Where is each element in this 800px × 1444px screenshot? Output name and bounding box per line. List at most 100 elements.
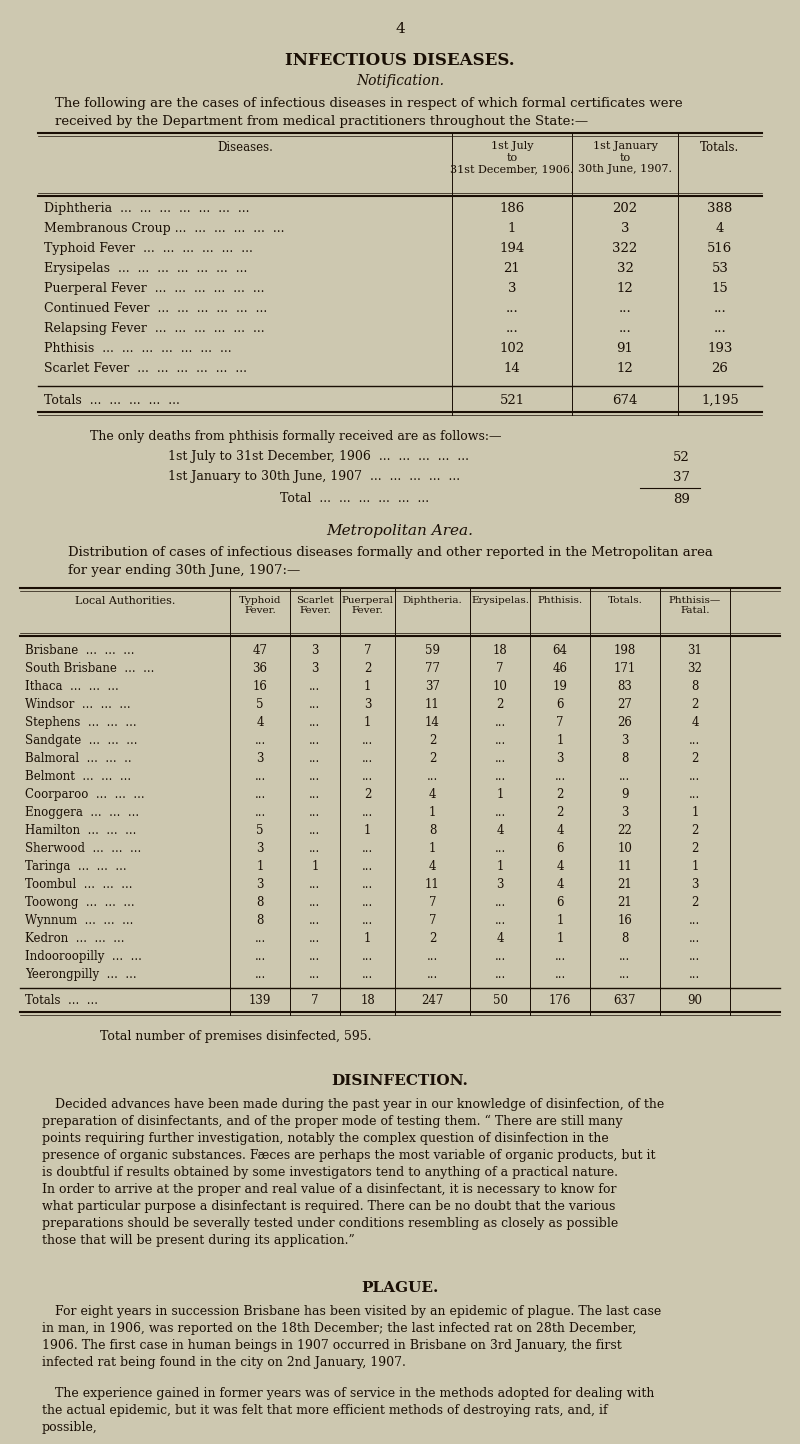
Text: 1,195: 1,195 bbox=[701, 394, 739, 407]
Text: 194: 194 bbox=[499, 243, 525, 256]
Text: 46: 46 bbox=[553, 661, 567, 674]
Text: ...: ... bbox=[362, 842, 373, 855]
Text: 1: 1 bbox=[429, 842, 436, 855]
Text: ...: ... bbox=[254, 788, 266, 801]
Text: DISINFECTION.: DISINFECTION. bbox=[331, 1074, 469, 1087]
Text: Windsor  ...  ...  ...: Windsor ... ... ... bbox=[25, 697, 130, 710]
Text: 21: 21 bbox=[504, 261, 520, 274]
Text: ...: ... bbox=[310, 825, 321, 838]
Text: 2: 2 bbox=[556, 788, 564, 801]
Text: Toombul  ...  ...  ...: Toombul ... ... ... bbox=[25, 878, 133, 891]
Text: points requiring further investigation, notably the complex question of disinfec: points requiring further investigation, … bbox=[42, 1132, 609, 1145]
Text: 1: 1 bbox=[311, 861, 318, 874]
Text: Coorparoo  ...  ...  ...: Coorparoo ... ... ... bbox=[25, 788, 145, 801]
Text: 516: 516 bbox=[707, 243, 733, 256]
Text: Decided advances have been made during the past year in our knowledge of disinfe: Decided advances have been made during t… bbox=[55, 1097, 664, 1110]
Text: 7: 7 bbox=[364, 644, 371, 657]
Text: Total number of premises disinfected, 595.: Total number of premises disinfected, 59… bbox=[100, 1030, 371, 1043]
Text: Taringa  ...  ...  ...: Taringa ... ... ... bbox=[25, 861, 126, 874]
Text: 26: 26 bbox=[618, 716, 633, 729]
Text: South Brisbane  ...  ...: South Brisbane ... ... bbox=[25, 661, 154, 674]
Text: 3: 3 bbox=[256, 752, 264, 765]
Text: Totals  ...  ...: Totals ... ... bbox=[25, 993, 98, 1006]
Text: 6: 6 bbox=[556, 697, 564, 710]
Text: Sandgate  ...  ...  ...: Sandgate ... ... ... bbox=[25, 734, 138, 747]
Text: Yeerongpilly  ...  ...: Yeerongpilly ... ... bbox=[25, 967, 137, 980]
Text: 1: 1 bbox=[691, 861, 698, 874]
Text: Brisbane  ...  ...  ...: Brisbane ... ... ... bbox=[25, 644, 134, 657]
Text: 8: 8 bbox=[622, 931, 629, 944]
Text: INFECTIOUS DISEASES.: INFECTIOUS DISEASES. bbox=[285, 52, 515, 69]
Text: 3: 3 bbox=[621, 222, 630, 235]
Text: 3: 3 bbox=[556, 752, 564, 765]
Text: Phthisis  ...  ...  ...  ...  ...  ...  ...: Phthisis ... ... ... ... ... ... ... bbox=[44, 342, 232, 355]
Text: Totals  ...  ...  ...  ...  ...: Totals ... ... ... ... ... bbox=[44, 394, 180, 407]
Text: 1: 1 bbox=[556, 914, 564, 927]
Text: 4: 4 bbox=[429, 861, 436, 874]
Text: For eight years in succession Brisbane has been visited by an epidemic of plague: For eight years in succession Brisbane h… bbox=[55, 1305, 662, 1318]
Text: Relapsing Fever  ...  ...  ...  ...  ...  ...: Relapsing Fever ... ... ... ... ... ... bbox=[44, 322, 265, 335]
Text: 7: 7 bbox=[311, 993, 318, 1006]
Text: 27: 27 bbox=[618, 697, 633, 710]
Text: ...: ... bbox=[310, 752, 321, 765]
Text: ...: ... bbox=[554, 950, 566, 963]
Text: 3: 3 bbox=[622, 806, 629, 819]
Text: Continued Fever  ...  ...  ...  ...  ...  ...: Continued Fever ... ... ... ... ... ... bbox=[44, 302, 267, 315]
Text: 186: 186 bbox=[499, 202, 525, 215]
Text: 1: 1 bbox=[364, 931, 371, 944]
Text: 3: 3 bbox=[256, 842, 264, 855]
Text: Membranous Croup ...  ...  ...  ...  ...  ...: Membranous Croup ... ... ... ... ... ... bbox=[44, 222, 285, 235]
Text: The experience gained in former years was of service in the methods adopted for : The experience gained in former years wa… bbox=[55, 1388, 654, 1401]
Text: 198: 198 bbox=[614, 644, 636, 657]
Text: 1: 1 bbox=[496, 861, 504, 874]
Text: those that will be present during its application.”: those that will be present during its ap… bbox=[42, 1235, 354, 1248]
Text: ...: ... bbox=[310, 895, 321, 910]
Text: Totals.: Totals. bbox=[700, 142, 740, 155]
Text: 6: 6 bbox=[556, 895, 564, 910]
Text: Erysipelas.: Erysipelas. bbox=[471, 596, 529, 605]
Text: Puerperal
Fever.: Puerperal Fever. bbox=[342, 596, 394, 615]
Text: ...: ... bbox=[427, 770, 438, 783]
Text: 1: 1 bbox=[556, 931, 564, 944]
Text: 193: 193 bbox=[707, 342, 733, 355]
Text: 322: 322 bbox=[612, 243, 638, 256]
Text: 89: 89 bbox=[673, 492, 690, 505]
Text: The following are the cases of infectious diseases in respect of which formal ce: The following are the cases of infectiou… bbox=[55, 97, 682, 110]
Text: 1: 1 bbox=[691, 806, 698, 819]
Text: 47: 47 bbox=[253, 644, 267, 657]
Text: ...: ... bbox=[494, 734, 506, 747]
Text: 2: 2 bbox=[364, 661, 371, 674]
Text: 4: 4 bbox=[496, 825, 504, 838]
Text: 3: 3 bbox=[691, 878, 698, 891]
Text: 3: 3 bbox=[508, 282, 516, 295]
Text: 1st January to 30th June, 1907  ...  ...  ...  ...  ...: 1st January to 30th June, 1907 ... ... .… bbox=[168, 469, 460, 482]
Text: 8: 8 bbox=[429, 825, 436, 838]
Text: ...: ... bbox=[690, 931, 701, 944]
Text: 2: 2 bbox=[556, 806, 564, 819]
Text: ...: ... bbox=[506, 302, 518, 315]
Text: ...: ... bbox=[254, 950, 266, 963]
Text: 37: 37 bbox=[425, 680, 440, 693]
Text: 4: 4 bbox=[556, 861, 564, 874]
Text: ...: ... bbox=[362, 914, 373, 927]
Text: 4: 4 bbox=[429, 788, 436, 801]
Text: 53: 53 bbox=[711, 261, 729, 274]
Text: Sherwood  ...  ...  ...: Sherwood ... ... ... bbox=[25, 842, 142, 855]
Text: 4: 4 bbox=[256, 716, 264, 729]
Text: preparations should be severally tested under conditions resembling as closely a: preparations should be severally tested … bbox=[42, 1217, 618, 1230]
Text: 11: 11 bbox=[425, 878, 440, 891]
Text: Stephens  ...  ...  ...: Stephens ... ... ... bbox=[25, 716, 137, 729]
Text: ...: ... bbox=[310, 806, 321, 819]
Text: ...: ... bbox=[427, 950, 438, 963]
Text: 3: 3 bbox=[496, 878, 504, 891]
Text: ...: ... bbox=[619, 967, 630, 980]
Text: 2: 2 bbox=[691, 825, 698, 838]
Text: ...: ... bbox=[310, 680, 321, 693]
Text: 26: 26 bbox=[711, 362, 729, 375]
Text: 4: 4 bbox=[395, 22, 405, 36]
Text: 1: 1 bbox=[508, 222, 516, 235]
Text: 11: 11 bbox=[425, 697, 440, 710]
Text: Ithaca  ...  ...  ...: Ithaca ... ... ... bbox=[25, 680, 118, 693]
Text: ...: ... bbox=[310, 697, 321, 710]
Text: 19: 19 bbox=[553, 680, 567, 693]
